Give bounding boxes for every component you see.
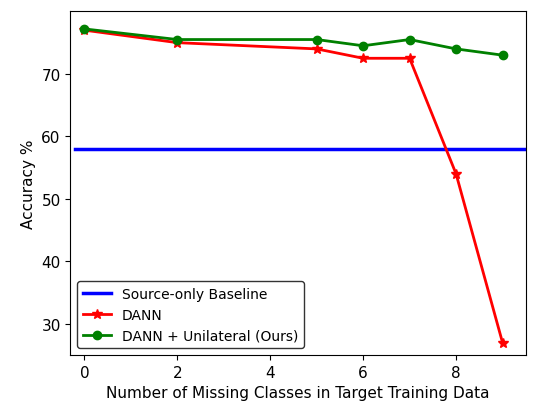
DANN + Unilateral (Ours) (360, 44, 366, 49)
DANN (81, 28, 88, 33)
DANN + Unilateral (Ours) (313, 38, 320, 43)
DANN (453, 172, 459, 177)
DANN + Unilateral (Ours) (174, 38, 180, 43)
DANN + Unilateral (Ours) (499, 54, 506, 59)
DANN (313, 47, 320, 52)
DANN + Unilateral (Ours) (453, 47, 459, 52)
DANN + Unilateral (Ours) (81, 27, 88, 32)
Y-axis label: Accuracy %: Accuracy % (21, 139, 36, 228)
X-axis label: Number of Missing Classes in Target Training Data: Number of Missing Classes in Target Trai… (106, 385, 490, 400)
DANN (406, 57, 413, 62)
DANN + Unilateral (Ours) (406, 38, 413, 43)
DANN (360, 57, 366, 62)
Line: DANN: DANN (80, 26, 507, 348)
DANN (174, 41, 180, 46)
DANN (499, 340, 506, 345)
Legend: Source-only Baseline, DANN, DANN + Unilateral (Ours): Source-only Baseline, DANN, DANN + Unila… (78, 281, 304, 348)
Line: DANN + Unilateral (Ours): DANN + Unilateral (Ours) (80, 26, 507, 60)
